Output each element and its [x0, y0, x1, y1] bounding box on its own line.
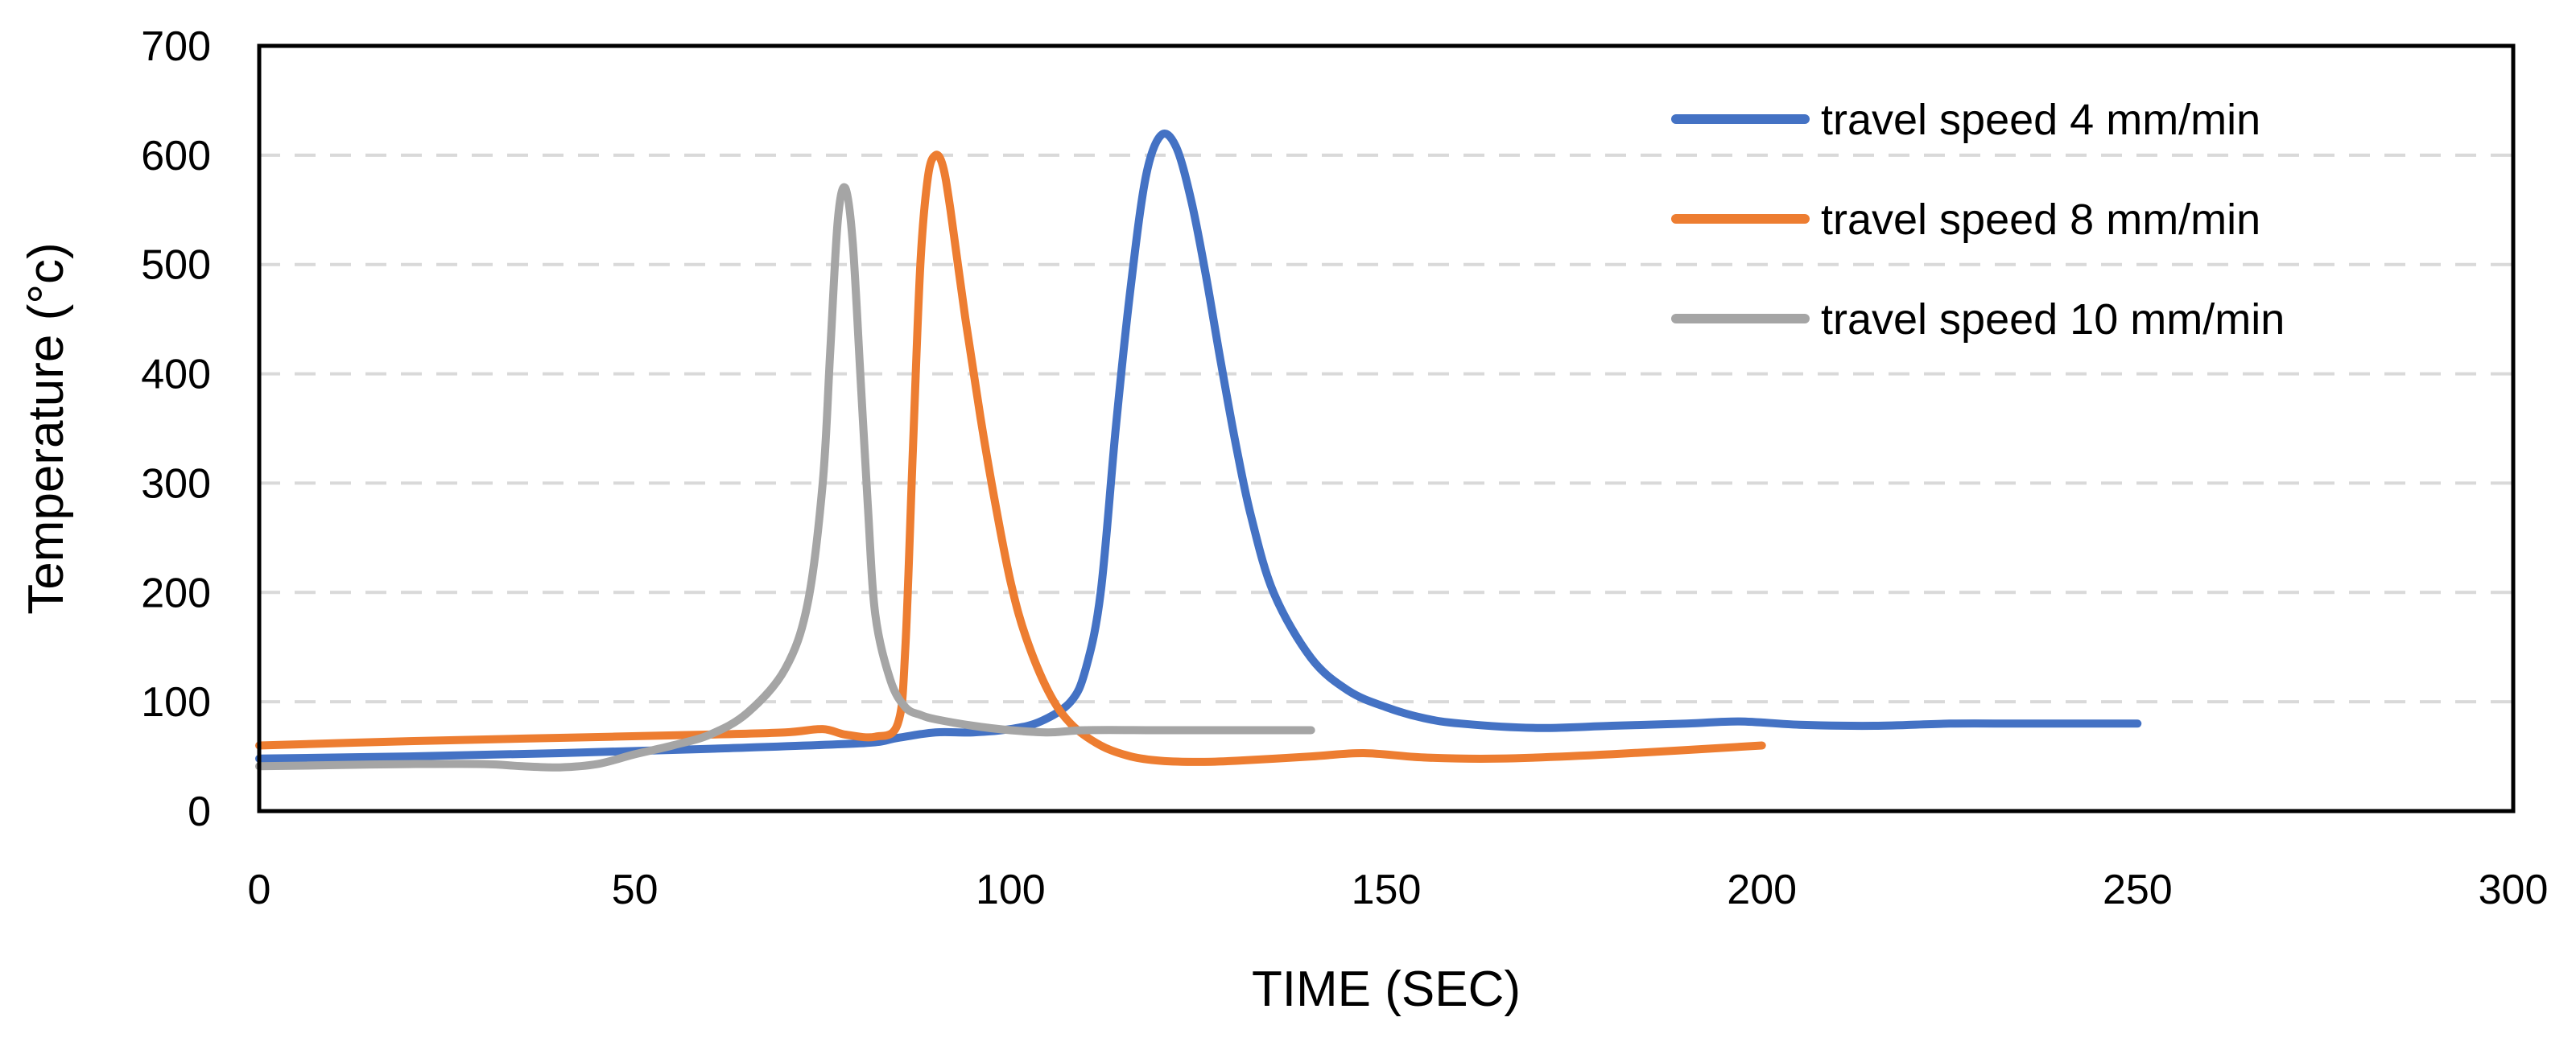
y-tick-label: 500 — [141, 242, 211, 289]
y-axis-title: Temperature (°c) — [19, 242, 74, 614]
y-axis-tick-labels: 0 100 200 300 400 500 600 700 — [141, 23, 211, 835]
series-line-1 — [255, 130, 2142, 763]
series-lines — [255, 130, 2142, 772]
y-tick-label: 400 — [141, 352, 211, 398]
y-tick-label: 100 — [141, 679, 211, 726]
y-tick-label: 0 — [188, 789, 211, 835]
y-tick-label: 200 — [141, 570, 211, 616]
x-axis-title: TIME (SEC) — [1252, 962, 1521, 1017]
x-tick-label: 200 — [1727, 867, 1797, 913]
x-axis-tick-labels: 0 50 100 150 200 250 300 — [248, 867, 2549, 913]
plot-area-frame — [257, 43, 2516, 813]
gridlines — [259, 153, 2513, 704]
x-tick-label: 150 — [1352, 867, 1422, 913]
legend-label-2: travel speed 8 mm/min — [1821, 196, 2260, 244]
legend-label-1: travel speed 4 mm/min — [1821, 96, 2260, 144]
y-tick-label: 700 — [141, 23, 211, 70]
x-tick-label: 0 — [248, 867, 271, 913]
x-tick-label: 50 — [612, 867, 658, 913]
y-tick-label: 300 — [141, 460, 211, 507]
series-line-2 — [255, 150, 1766, 766]
series-line-3 — [255, 183, 1315, 772]
legend-label-3: travel speed 10 mm/min — [1821, 295, 2285, 344]
x-tick-label: 300 — [2479, 867, 2549, 913]
y-tick-label: 600 — [141, 133, 211, 179]
x-tick-label: 250 — [2103, 867, 2173, 913]
x-tick-label: 100 — [976, 867, 1046, 913]
legend: travel speed 4 mm/min travel speed 8 mm/m… — [1671, 96, 2285, 344]
